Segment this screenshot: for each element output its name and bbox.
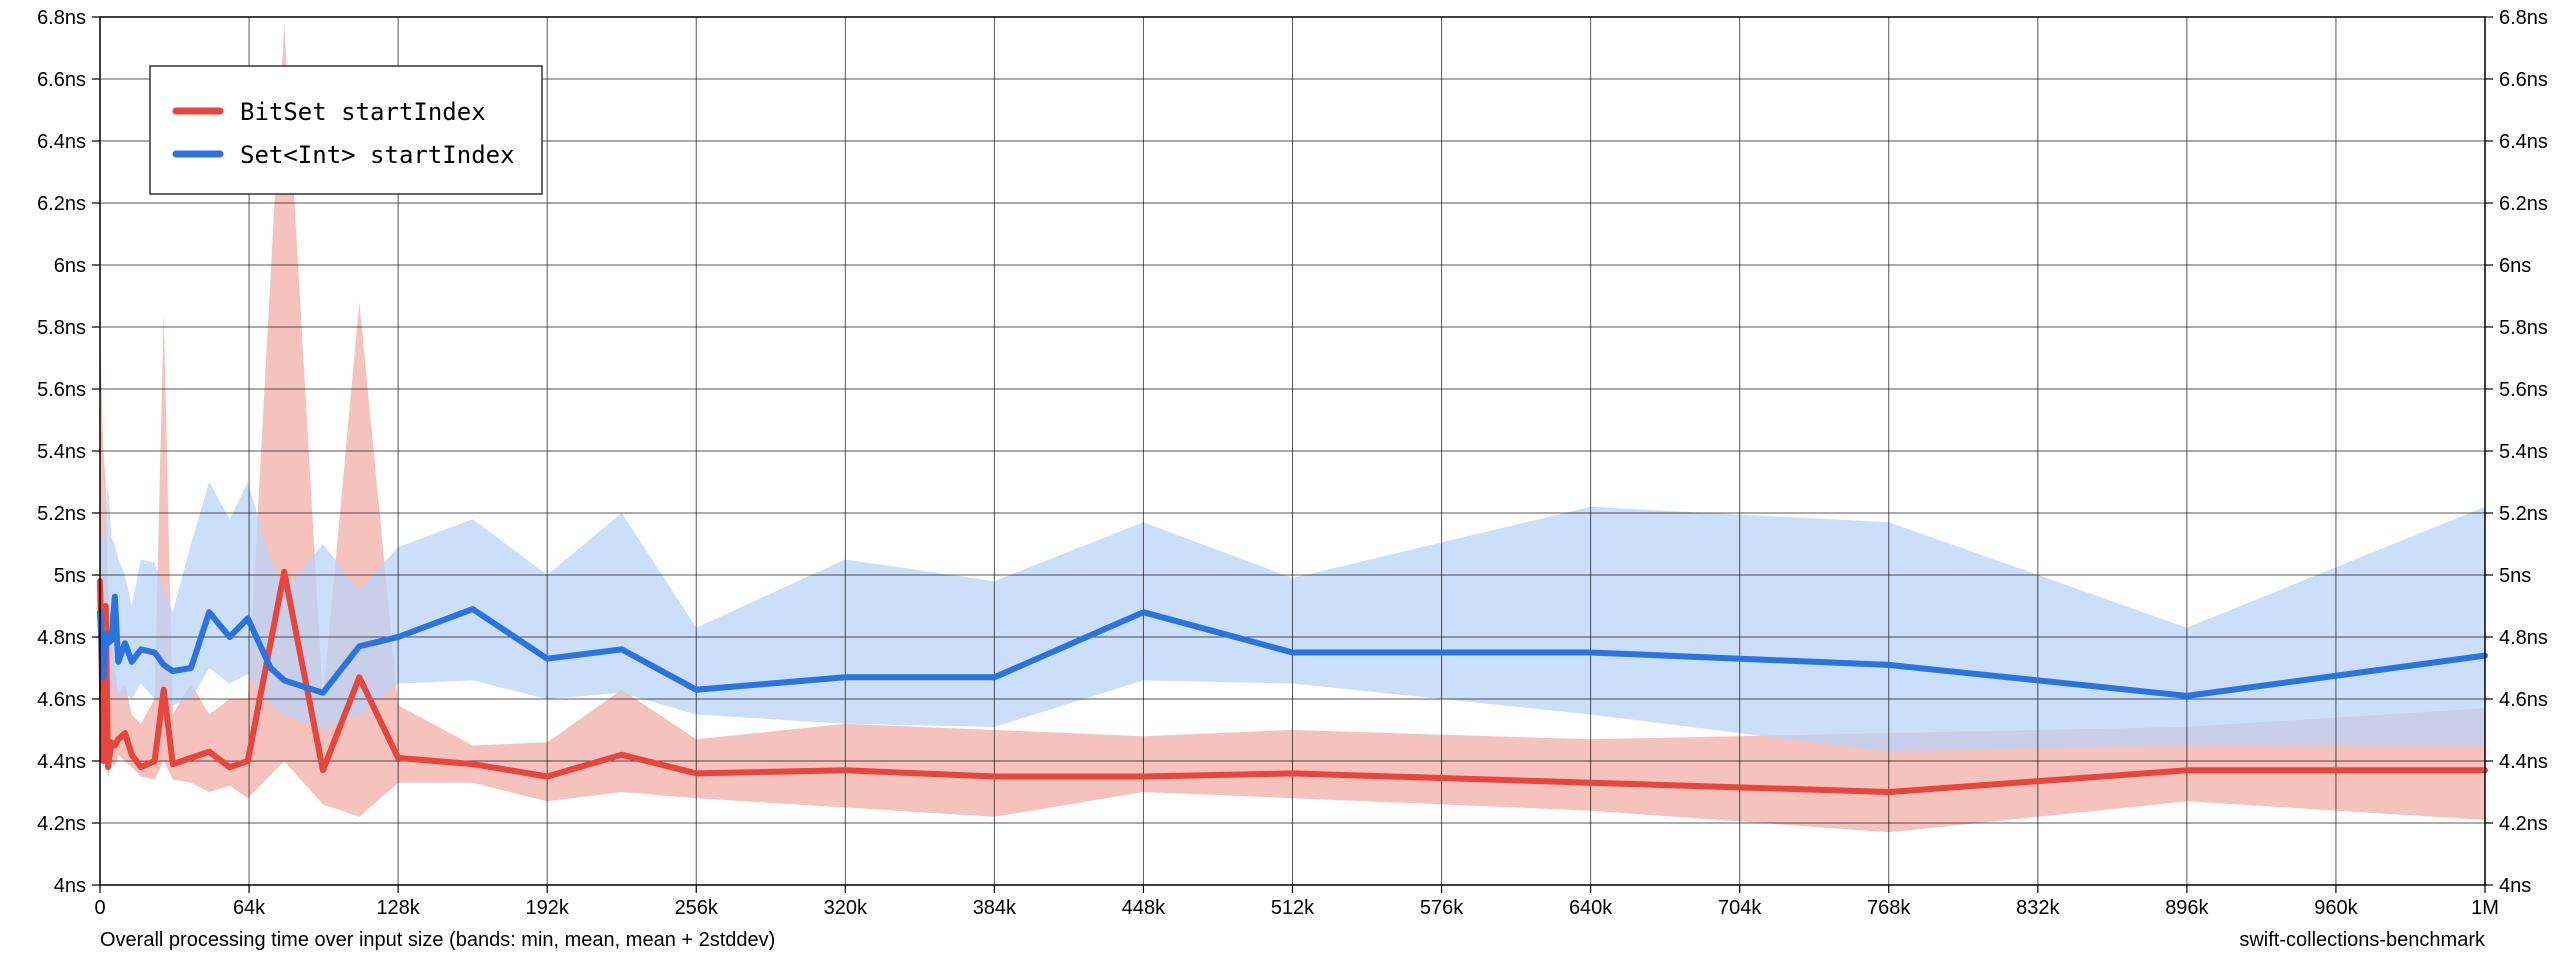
x-tick-label: 320k (824, 897, 868, 919)
x-tick-label: 832k (2016, 897, 2060, 919)
y-tick-label: 4ns (54, 875, 86, 897)
y-tick-label: 4.4ns (37, 751, 86, 773)
y-tick-label-right: 6.4ns (2499, 131, 2548, 153)
y-tick-label-right: 4.4ns (2499, 751, 2548, 773)
y-tick-label: 5.8ns (37, 317, 86, 339)
y-tick-label-right: 6.6ns (2499, 69, 2548, 91)
x-tick-label: 0 (94, 897, 105, 919)
x-tick-label: 512k (1271, 897, 1315, 919)
y-axis-right-ticks: 4ns 4.2ns 4.4ns 4.6ns 4.8ns 5ns 5.2ns 5.4ns 5.6n… (2485, 7, 2548, 897)
y-tick-label: 5.4ns (37, 441, 86, 463)
x-tick-label: 256k (675, 897, 719, 919)
y-tick-label: 6.4ns (37, 131, 86, 153)
x-tick-label: 384k (973, 897, 1017, 919)
series-lines (97, 568, 2488, 795)
legend-label-setint: Set<Int> startIndex (240, 141, 515, 169)
legend-label-bitset: BitSet startIndex (240, 98, 486, 126)
x-tick-label: 960k (2314, 897, 2358, 919)
y-tick-label: 4.2ns (37, 813, 86, 835)
x-tick-label: 768k (1867, 897, 1911, 919)
x-tick-label: 704k (1718, 897, 1762, 919)
y-tick-label-right: 5.2ns (2499, 503, 2548, 525)
x-tick-label: 896k (2165, 897, 2209, 919)
chart-caption: Overall processing time over input size … (100, 929, 775, 951)
x-tick-label: 640k (1569, 897, 1613, 919)
x-tick-label: 192k (526, 897, 570, 919)
y-tick-label: 4.6ns (37, 689, 86, 711)
y-tick-label: 6.6ns (37, 69, 86, 91)
line-series-1 (97, 593, 2488, 699)
x-axis-ticks: 0 64k 128k 192k 256k 320k 384k 448k 512k 576k 640k… (94, 885, 2499, 919)
y-tick-label: 5.2ns (37, 503, 86, 525)
x-tick-label: 64k (233, 897, 266, 919)
y-tick-label: 5.6ns (37, 379, 86, 401)
x-tick-label: 128k (376, 897, 420, 919)
y-tick-label-right: 4.6ns (2499, 689, 2548, 711)
y-tick-label-right: 5ns (2499, 565, 2531, 587)
y-tick-label-right: 5.8ns (2499, 317, 2548, 339)
y-tick-label: 5ns (54, 565, 86, 587)
y-tick-label-right: 5.6ns (2499, 379, 2548, 401)
y-tick-label-right: 6.8ns (2499, 7, 2548, 29)
y-tick-label: 6ns (54, 255, 86, 277)
legend-box (149, 65, 543, 195)
y-tick-label-right: 5.4ns (2499, 441, 2548, 463)
x-tick-label: 576k (1420, 897, 1464, 919)
y-tick-label-right: 6.2ns (2499, 193, 2548, 215)
line-series-0 (97, 568, 2488, 795)
source-label: swift-collections-benchmark (2239, 929, 2486, 951)
band-series-0 (100, 23, 2485, 833)
x-tick-label: 1M (2471, 897, 2499, 919)
y-tick-label: 6.8ns (37, 7, 86, 29)
y-axis-left-ticks: 4ns 4.2ns 4.4ns 4.6ns 4.8ns 5ns 5.2ns 5.4ns 5.6n… (37, 7, 100, 897)
y-tick-label-right: 4ns (2499, 875, 2531, 897)
y-tick-label: 6.2ns (37, 193, 86, 215)
legend: BitSet startIndex Set<Int> startIndex (149, 65, 543, 195)
x-tick-label: 448k (1122, 897, 1166, 919)
y-tick-label-right: 4.8ns (2499, 627, 2548, 649)
y-tick-label: 4.8ns (37, 627, 86, 649)
y-tick-label-right: 4.2ns (2499, 813, 2548, 835)
y-tick-label-right: 6ns (2499, 255, 2531, 277)
